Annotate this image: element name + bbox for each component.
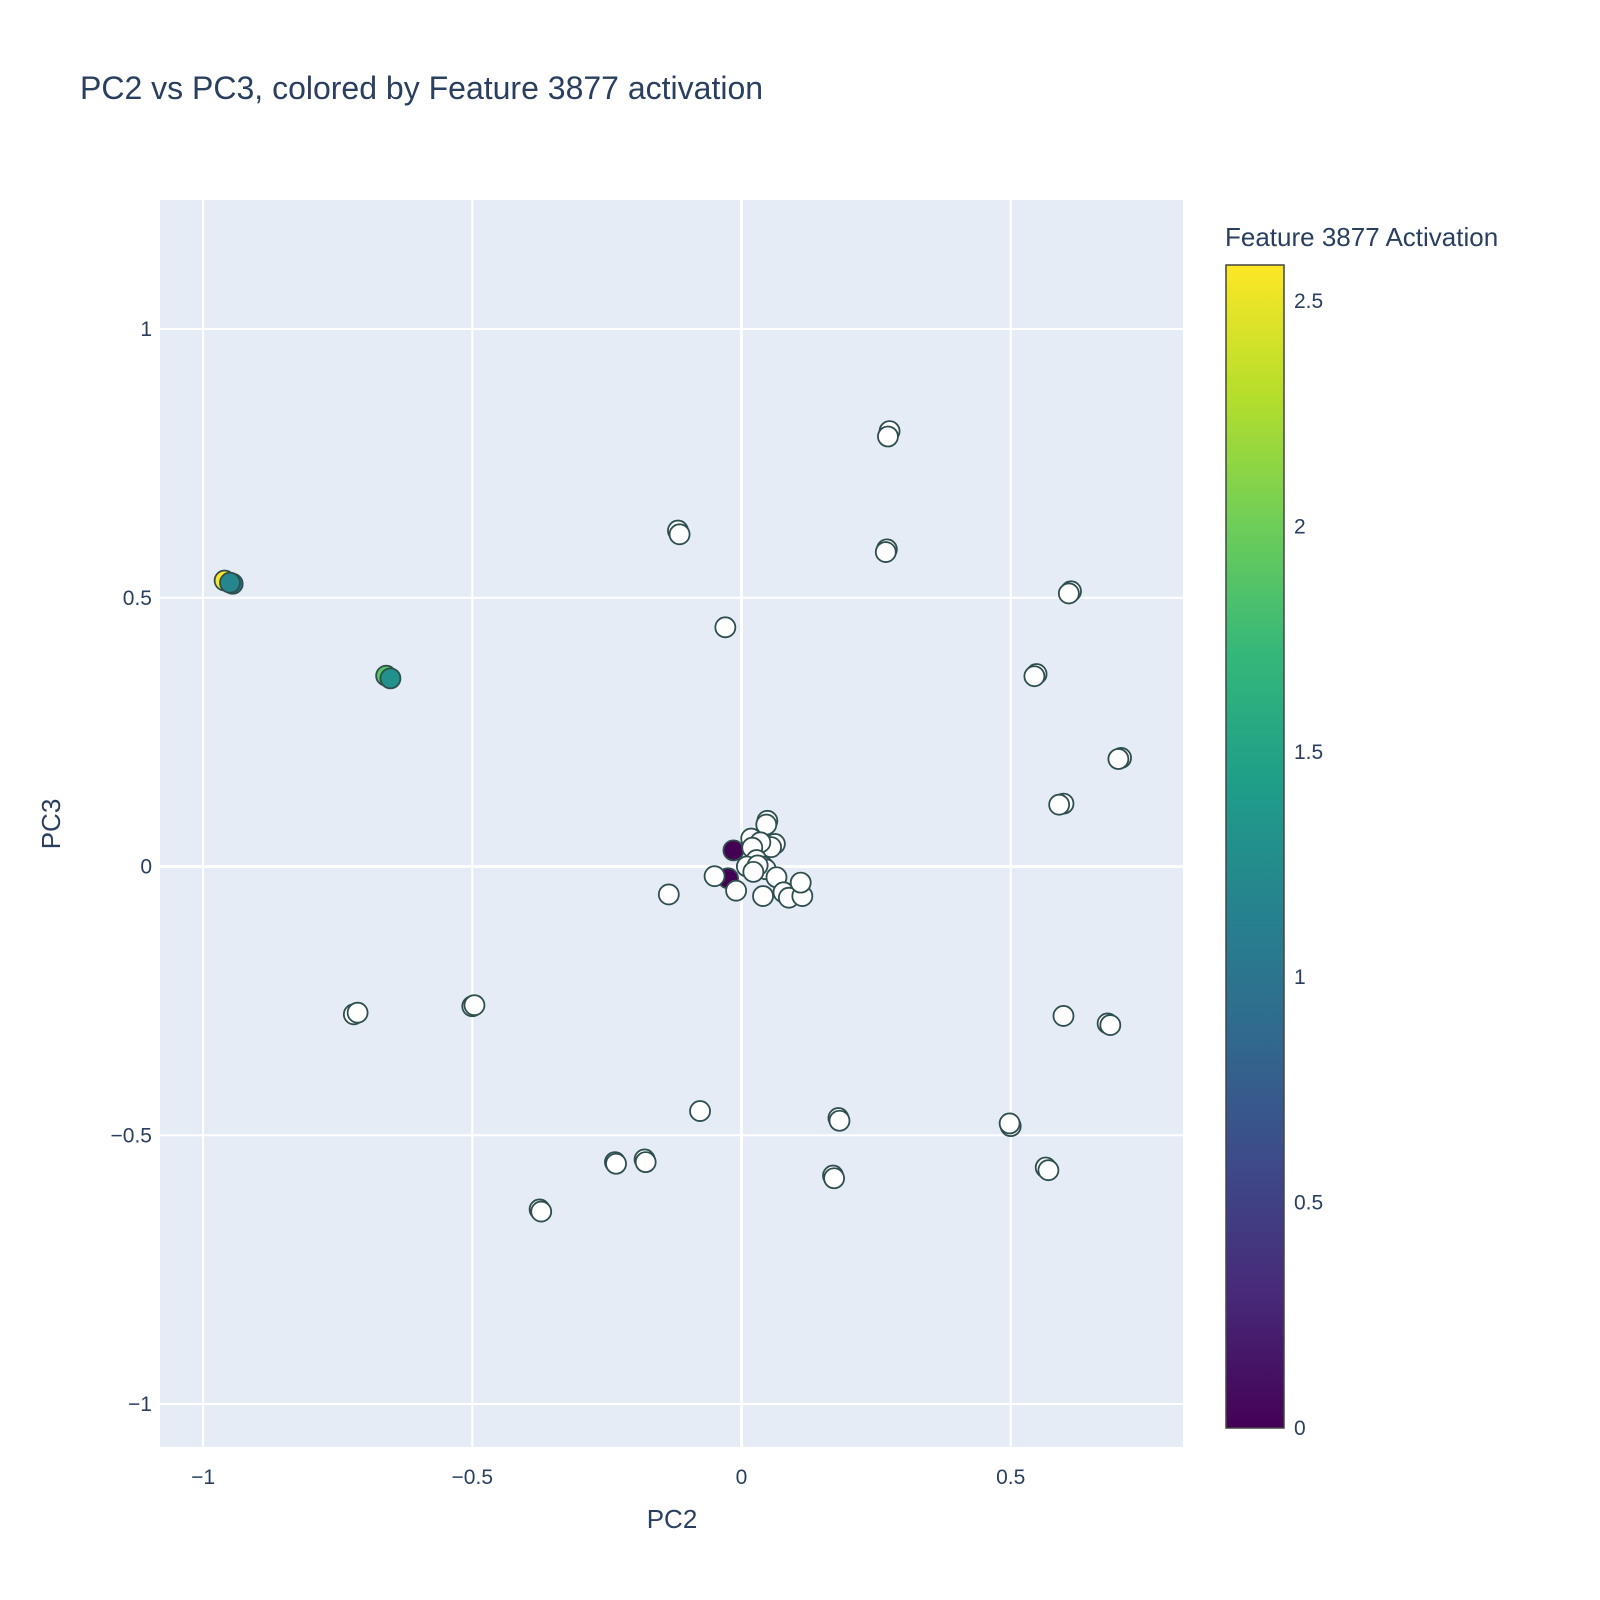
scatter-point	[605, 1152, 627, 1175]
scatter-point	[1052, 1005, 1075, 1027]
colorbar-tick-label: 0	[1294, 1417, 1306, 1440]
scatter-point	[725, 879, 748, 902]
scatter-point	[722, 839, 745, 862]
x-tick-label: 0	[736, 1466, 748, 1489]
chart-title: PC2 vs PC3, colored by Feature 3877 acti…	[80, 70, 763, 106]
scatter-point	[657, 883, 680, 906]
colorbar-tick-label: 2	[1294, 515, 1306, 538]
scatter-point	[703, 865, 726, 888]
colorbar-tick-label: 2.5	[1294, 290, 1323, 313]
scatter-point	[752, 885, 774, 907]
colorbar-tick-label: 1.5	[1294, 741, 1323, 764]
scatter-point	[714, 616, 737, 639]
scatter-point	[1057, 582, 1080, 605]
scatter-point	[463, 994, 486, 1017]
scatter-point	[219, 571, 241, 594]
colorbar-gradient	[1225, 264, 1285, 1429]
x-axis-title: PC2	[647, 1504, 698, 1534]
y-tick-label: −1	[128, 1393, 152, 1416]
y-axis-title: PC3	[36, 799, 66, 850]
scatter-point	[877, 425, 899, 448]
scatter-point	[634, 1151, 657, 1174]
scatter-point	[1023, 665, 1046, 688]
scatter-point	[1099, 1014, 1122, 1036]
scatter-point	[789, 871, 812, 894]
x-tick-label: −0.5	[452, 1466, 493, 1489]
scatter-point	[1107, 748, 1130, 770]
scatter-point	[668, 523, 691, 546]
scatter-point	[998, 1112, 1021, 1135]
scatter-point	[530, 1200, 553, 1223]
y-tick-label: 0.5	[123, 587, 152, 610]
colorbar-ticks: 0 0.5 1 1.5 2 2.5	[1294, 290, 1323, 1440]
x-axis-ticks: −1 −0.5 0 0.5	[191, 1466, 1025, 1489]
scatter-point	[828, 1109, 851, 1132]
scatter-point	[823, 1167, 846, 1190]
scatter-point	[346, 1001, 369, 1024]
y-axis-ticks: −1 −0.5 0 0.5 1	[111, 318, 152, 1416]
colorbar-tick-label: 1	[1294, 966, 1306, 989]
scatter-point	[379, 667, 402, 690]
colorbar-title: Feature 3877 Activation	[1225, 222, 1498, 252]
grid-lines	[160, 200, 1183, 1447]
plot-area	[160, 200, 1183, 1447]
y-tick-label: 0	[140, 856, 152, 879]
scatter-point	[1048, 793, 1071, 816]
scatter-point	[689, 1100, 711, 1122]
scatter-point	[742, 860, 765, 883]
colorbar: Feature 3877 Activation 0 0.5 1 1.5 2 2.5	[1225, 222, 1498, 1440]
x-tick-label: 0.5	[996, 1466, 1025, 1489]
x-tick-label: −1	[191, 1466, 215, 1489]
scatter-point	[874, 541, 897, 563]
y-tick-label: −0.5	[111, 1124, 152, 1147]
scatter-point	[1037, 1159, 1060, 1182]
y-tick-label: 1	[140, 318, 152, 341]
scatter-points	[213, 420, 1132, 1223]
colorbar-tick-label: 0.5	[1294, 1192, 1323, 1215]
